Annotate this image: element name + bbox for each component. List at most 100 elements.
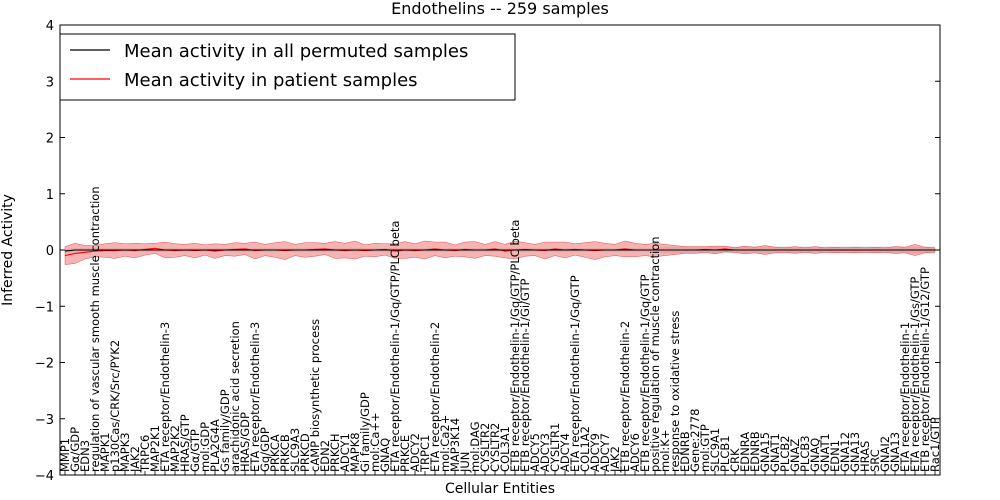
y-tick-label: −1	[35, 300, 54, 315]
x-tick-label: CYSLTR2	[478, 423, 492, 472]
x-tick-label: ETB receptor/Endothelin-1/G12/GTP	[918, 267, 932, 472]
x-tick-label: JAK2	[128, 446, 142, 473]
y-axis-label: Inferred Activity	[0, 194, 16, 306]
x-tick-label: ADCY5	[528, 433, 542, 472]
series-line-permuted	[64, 249, 935, 252]
x-tick-label: MAPK3	[118, 432, 132, 472]
x-tick-label: MAPK8	[348, 432, 362, 472]
x-tick-label: SRC	[868, 449, 882, 472]
x-tick-label: Gα/GDP	[68, 427, 82, 472]
x-tick-label: ETA receptor/Endothelin-3	[248, 322, 262, 472]
x-tick-label: ETA receptor/Endothelin-1/Gq/GTP	[568, 275, 582, 472]
x-tick-label: COL3A1	[498, 426, 512, 472]
x-tick-label: EDN3	[78, 440, 92, 472]
x-tick-label: mol:DAG	[468, 421, 482, 472]
x-tick-label: CYSLTR2	[488, 423, 502, 472]
x-tick-label: GNAT1	[818, 433, 832, 472]
x-tick-label: PRKCD	[298, 433, 312, 472]
x-tick-label: PLCB2	[778, 435, 792, 472]
x-tick-label: CYSLTR1	[548, 423, 562, 472]
x-tick-label: mol:GTP	[698, 424, 712, 472]
x-tick-label: MAP3K14	[448, 418, 462, 472]
x-tick-label: PRKCB	[278, 434, 292, 472]
x-tick-label: SLC9A1	[708, 428, 722, 472]
x-tick-label: EDNRB	[678, 431, 692, 472]
x-tick-label: mol:GDP	[198, 422, 212, 472]
x-tick-label: Gene:2778	[688, 409, 702, 473]
x-tick-label: EDNRA	[738, 432, 752, 472]
x-tick-label: EDN2	[318, 440, 332, 472]
x-tick-label: ADCY1	[338, 433, 352, 472]
x-tick-label: cAMP biosynthetic process	[308, 319, 322, 472]
chart-title: Endothelins -- 259 samples	[391, 0, 609, 18]
x-tick-label: ADCY6	[628, 433, 642, 472]
legend-label-permuted: Mean activity in all permuted samples	[124, 41, 468, 62]
x-tick-label: ETA receptor/Endothelin-2	[428, 322, 442, 472]
x-tick-label: ETB receptor/Endothelin-2	[618, 321, 632, 472]
x-tick-label: PRKCA	[268, 434, 282, 472]
x-tick-label: regulation of vascular smooth muscle con…	[88, 186, 102, 472]
x-tick-label: GNA13	[848, 432, 862, 472]
x-tick-label: Gα/GTP	[188, 429, 202, 472]
x-tick-label: HRAS/GDP	[238, 412, 252, 472]
y-tick-label: 3	[46, 75, 54, 90]
x-tick-label: GNAI2	[878, 436, 892, 472]
x-tick-label: ADCY7	[598, 433, 612, 472]
x-axis-label: Cellular Entities	[445, 481, 555, 497]
x-tick-label: GNAQ	[378, 438, 392, 472]
x-tick-label: EDN1	[828, 440, 842, 472]
x-tick-label: GNA12	[838, 432, 852, 472]
x-tick-label: PRKCE	[398, 435, 412, 472]
y-tick-label: −4	[35, 469, 54, 484]
x-tick-label: MAPK1	[98, 432, 112, 472]
x-tick-label: ETA receptor/Endothelin-3	[158, 322, 172, 472]
x-tick-label: GNA15	[758, 432, 772, 472]
x-tick-label: GNAQ	[808, 438, 822, 472]
legend-label-patient: Mean activity in patient samples	[124, 70, 418, 91]
x-tick-label: GNA13	[888, 432, 902, 472]
x-tick-label: ADCY2	[408, 433, 422, 472]
y-tick-label: 0	[46, 244, 54, 259]
plot-area	[64, 240, 936, 265]
x-tick-label: ETA receptor/Endothelin-1/Gs/GTP	[908, 277, 922, 472]
legend: Mean activity in all permuted samples Me…	[59, 33, 516, 101]
y-tick-label: 1	[46, 188, 54, 203]
x-tick-label: Gi family/GDP	[358, 392, 372, 472]
x-tick-label: TRPC6	[138, 435, 152, 473]
x-tick-label: mol:Ca2+	[438, 415, 452, 472]
x-tick-label: response to oxidative stress	[668, 311, 682, 472]
x-tick-label: CRK	[728, 448, 742, 472]
x-tick-label: arachidonic acid secretion	[228, 321, 242, 472]
x-tick-label: Gq/GDP	[258, 427, 272, 472]
y-axis: −4 −3 −2 −1 0 1 2 3 4	[35, 19, 940, 484]
x-tick-label: TRPC1	[418, 435, 432, 473]
x-tick-label: mol:Ca++	[368, 412, 382, 472]
x-tick-label: positive regulation of muscle contractio…	[648, 236, 662, 472]
y-tick-label: 4	[46, 19, 54, 34]
x-tick-label: PRKCH	[328, 433, 342, 472]
x-tick-label: ETB receptor/Endothelin-1/Gi/GTP	[518, 278, 532, 472]
x-tick-label: ETB receptor/Endothelin-1/Gq/GTP	[638, 274, 652, 472]
legend-box	[59, 33, 516, 101]
y-tick-label: −3	[35, 413, 54, 428]
x-tick-label: ETA receptor/Endothelin-1	[898, 322, 912, 472]
x-tick-label: PLCB3	[798, 435, 812, 472]
x-tick-label: SLC9A3	[288, 428, 302, 472]
x-tick-label: HRAS	[858, 441, 872, 472]
y-tick-label: 2	[46, 132, 54, 147]
x-tick-label: MMP1	[58, 438, 72, 472]
x-tick-label: ETA receptor/Endothelin-1/Gq/GTP/PLC bet…	[388, 221, 402, 472]
x-tick-label: Gs family/GDP	[218, 389, 232, 472]
x-tick-label: HRAS/GTP	[178, 414, 192, 472]
x-tick-label: mol:K+	[658, 430, 672, 473]
x-tick-label: ETB receptor/Endothelin-1/Gq/GTP/PLC bet…	[508, 220, 522, 472]
y-tick-label: −2	[35, 357, 54, 372]
x-tick-label: Rac1/GTP	[928, 417, 942, 472]
x-tick-label: PLCB1	[718, 435, 732, 472]
x-tick-label: MAP2K1	[148, 425, 162, 472]
x-tick-label: COL1A2	[578, 426, 592, 472]
x-tick-label: GNAZ	[788, 439, 802, 472]
x-tick-label: JUN	[458, 452, 472, 473]
